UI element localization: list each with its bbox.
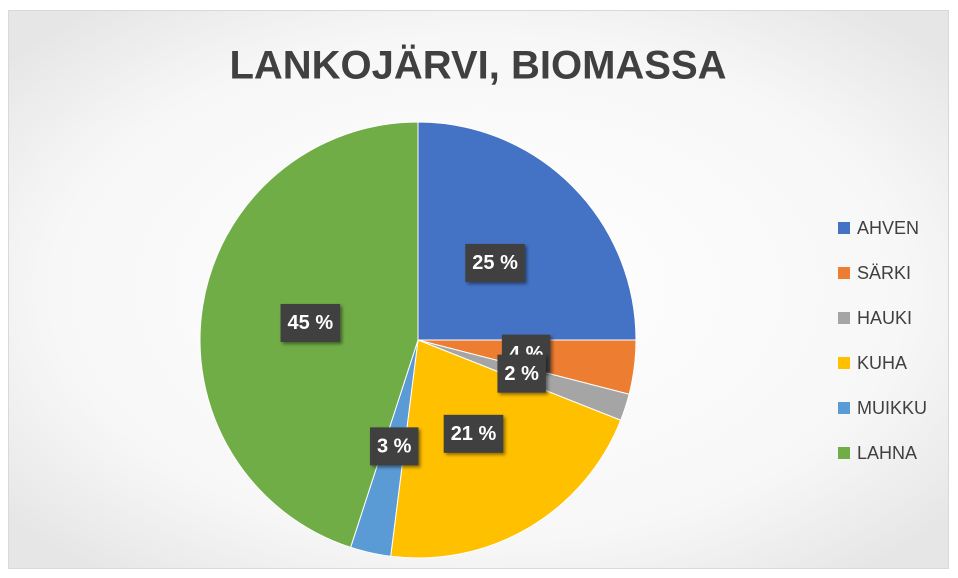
data-label-box bbox=[369, 427, 419, 466]
data-label-text: 25 % bbox=[472, 252, 518, 274]
legend-label: LAHNA bbox=[857, 443, 917, 463]
data-label: 2 % bbox=[497, 354, 546, 393]
data-label-box bbox=[280, 303, 341, 342]
legend-label: HAUKI bbox=[857, 308, 912, 328]
data-label-box bbox=[443, 414, 504, 453]
pie-slice bbox=[417, 121, 637, 341]
legend-label: SÄRKI bbox=[857, 263, 911, 283]
data-label-text: 45 % bbox=[288, 312, 334, 334]
legend-marker bbox=[838, 357, 850, 369]
data-label: 3 % bbox=[369, 427, 419, 466]
legend-marker bbox=[838, 267, 850, 279]
data-label-box bbox=[465, 243, 525, 282]
legend-label: AHVEN bbox=[857, 218, 919, 238]
legend-marker bbox=[838, 402, 850, 414]
data-label: 21 % bbox=[443, 414, 504, 453]
data-label-text: 3 % bbox=[377, 436, 412, 458]
legend-marker bbox=[838, 222, 850, 234]
legend-marker bbox=[838, 312, 850, 324]
legend-label: KUHA bbox=[857, 353, 907, 373]
data-label-text: 2 % bbox=[504, 363, 539, 385]
data-label: 25 % bbox=[465, 243, 525, 282]
legend-label: MUIKKU bbox=[857, 398, 927, 418]
pie-slice bbox=[390, 339, 622, 559]
data-label-text: 21 % bbox=[451, 423, 497, 445]
legend-marker bbox=[838, 447, 850, 459]
data-label: 45 % bbox=[280, 303, 341, 342]
data-label-box bbox=[497, 354, 546, 393]
chart-title: LANKOJÄRVI, BIOMASSA bbox=[229, 44, 726, 88]
